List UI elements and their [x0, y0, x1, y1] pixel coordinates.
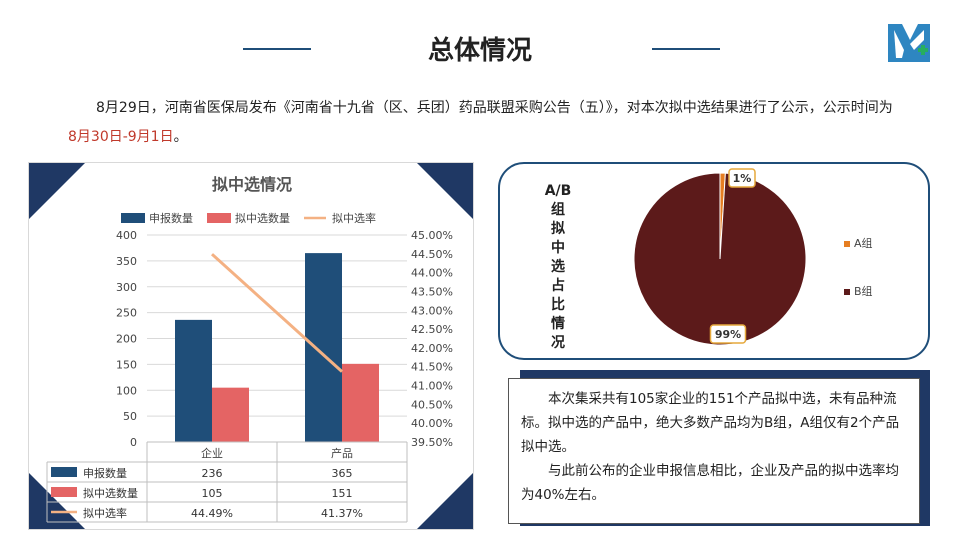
y-tick-label: 400	[116, 229, 137, 242]
y2-tick-label: 40.50%	[411, 398, 453, 411]
legend-swatch	[207, 213, 231, 223]
y-tick-label: 0	[130, 436, 137, 449]
frame-corner-decoration	[417, 473, 473, 529]
bar-chart-title: 拟中选情况	[212, 175, 292, 194]
pie-data-label: 1%	[733, 172, 752, 185]
table-row-label: 申报数量	[83, 466, 127, 480]
y2-tick-label: 40.00%	[411, 417, 453, 430]
y2-tick-label: 39.50%	[411, 436, 453, 449]
y-tick-label: 50	[123, 410, 137, 423]
pie-data-label-box	[728, 168, 756, 188]
pie-title-char: 组	[551, 202, 565, 218]
pie-legend-label: B组	[854, 284, 873, 298]
y2-tick-label: 42.00%	[411, 342, 453, 355]
table-cell: 236	[202, 467, 223, 480]
pie-chart: 1% 99% A组 B组	[633, 168, 873, 346]
y2-tick-label: 43.00%	[411, 304, 453, 317]
pie-title-char: A/B	[544, 183, 572, 199]
pie-title-char: 选	[551, 259, 565, 275]
y2-tick-label: 41.50%	[411, 361, 453, 374]
table-swatch	[51, 487, 77, 497]
page-title: 总体情况	[427, 36, 532, 66]
pie-legend-swatch	[844, 289, 850, 295]
rate-line	[210, 253, 344, 373]
logo-icon	[888, 24, 930, 62]
bar	[212, 387, 249, 442]
pie-slice	[633, 172, 807, 346]
table-cell: 105	[202, 487, 223, 500]
y-tick-label: 200	[116, 333, 137, 346]
pie-title-char: 况	[551, 335, 565, 351]
pie-chart-title: A/B 组拟中选占比情况	[540, 182, 576, 353]
y-tick-label: 100	[116, 384, 137, 397]
pie-title-char: 比	[551, 297, 565, 313]
y2-tick-label: 42.50%	[411, 323, 453, 336]
pie-title-char: 中	[551, 240, 565, 256]
intro-paragraph: 8月29日，河南省医保局发布《河南省十九省（区、兵团）药品联盟采购公告（五）》，…	[68, 94, 898, 152]
pie-title-char: 拟	[551, 221, 565, 237]
bar-chart-frame: 拟中选情况 申报数量 拟中选数量 拟中选率 0 50 100 150 200 250 300 350 4…	[28, 162, 474, 530]
frame-corner-decoration	[29, 163, 85, 219]
intro-text: 8月29日，河南省医保局发布《河南省十九省（区、兵团）药品联盟采购公告（五）》，…	[96, 100, 893, 116]
table-cell: 44.49%	[191, 507, 233, 520]
y2-tick-label: 43.50%	[411, 285, 453, 298]
legend-swatch	[121, 213, 145, 223]
table-row-label: 拟中选率	[83, 506, 127, 520]
table-swatch	[51, 467, 77, 477]
summary-paragraph-2: 与此前公布的企业申报信息相比，企业及产品的拟中选率均为40%左右。	[521, 463, 899, 503]
y-tick-label: 250	[116, 307, 137, 320]
frame-corner-decoration	[417, 163, 473, 219]
table-cell: 41.37%	[321, 507, 363, 520]
bar	[342, 363, 379, 442]
bar	[175, 319, 212, 442]
x-tick-label: 企业	[201, 446, 223, 460]
publicity-date-range: 8月30日-9月1日	[68, 129, 174, 145]
y-tick-label: 300	[116, 281, 137, 294]
pie-legend-swatch	[844, 241, 850, 247]
y-tick-label: 350	[116, 255, 137, 268]
pie-data-label: 99%	[715, 328, 741, 341]
pie-data-label-box	[709, 324, 747, 344]
legend-label: 申报数量	[149, 211, 193, 225]
title-line-right	[652, 48, 720, 50]
legend-label: 拟中选率	[332, 211, 376, 225]
y2-tick-label: 41.00%	[411, 380, 453, 393]
summary-note: 本次集采共有105家企业的151个产品拟中选，未有品种流标。拟中选的产品中，绝大…	[508, 378, 920, 524]
table-row-label: 拟中选数量	[83, 486, 138, 500]
y2-tick-label: 44.00%	[411, 267, 453, 280]
y-tick-label: 150	[116, 358, 137, 371]
intro-text-end: 。	[173, 129, 188, 145]
x-tick-label: 产品	[331, 446, 353, 460]
table-cell: 365	[332, 467, 353, 480]
pie-chart-panel: A/B 组拟中选占比情况 1% 99% A组 B组	[498, 162, 930, 360]
legend-label: 拟中选数量	[235, 211, 290, 225]
pie-legend-label: A组	[854, 236, 873, 250]
summary-paragraph-1: 本次集采共有105家企业的151个产品拟中选，未有品种流标。拟中选的产品中，绝大…	[521, 391, 900, 455]
y2-tick-label: 44.50%	[411, 248, 453, 261]
title-line-left	[243, 48, 311, 50]
bar	[305, 253, 342, 442]
pie-title-char: 情	[551, 316, 565, 332]
table-cell: 151	[332, 487, 353, 500]
y2-tick-label: 45.00%	[411, 229, 453, 242]
pie-title-char: 占	[551, 278, 565, 294]
